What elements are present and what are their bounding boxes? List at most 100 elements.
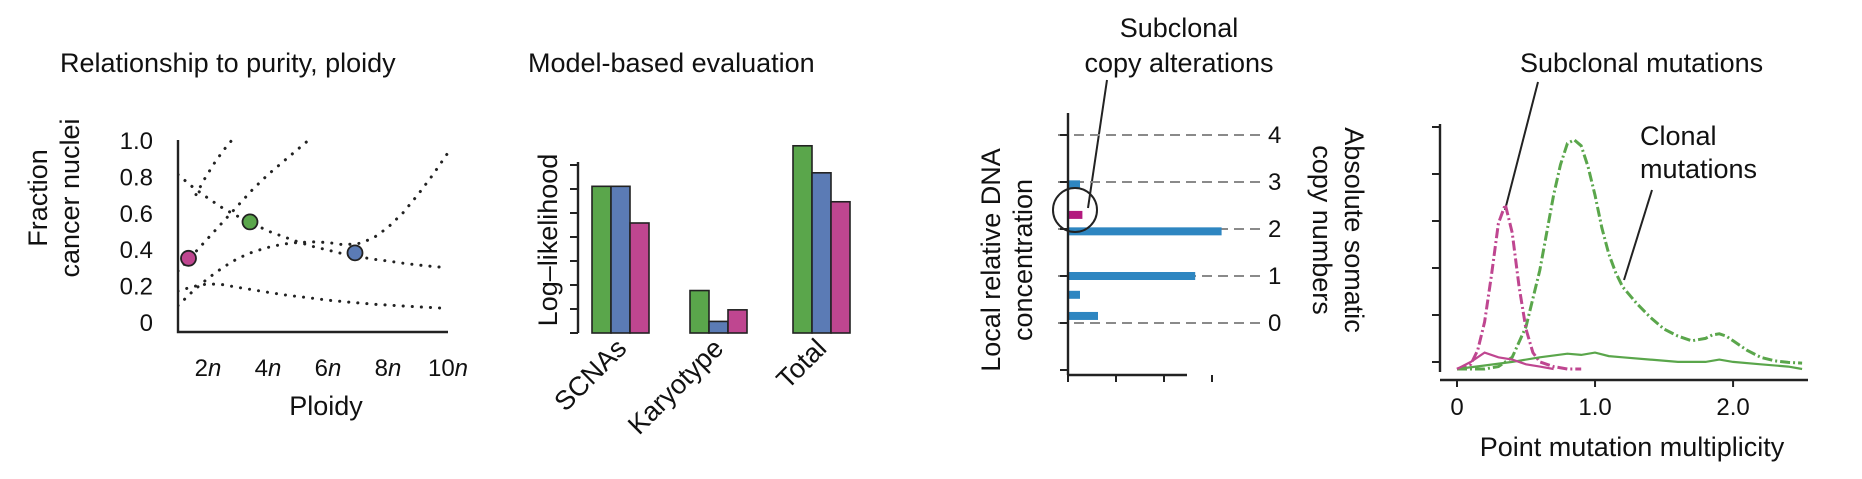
panel2-ylabel: Log–likelihood: [533, 154, 563, 327]
panel3-ylabel-line1: Local relative DNA: [976, 148, 1006, 372]
panel4-leader-subclonal: [1504, 81, 1539, 211]
dna-bar-1: [1068, 290, 1080, 299]
panel1-ytick-label: 1.0: [120, 128, 153, 155]
panel1-xtick-number: 4: [255, 355, 268, 382]
panel3-annotation-leader: [1087, 79, 1108, 209]
copy-level-label-1: 1: [1268, 263, 1281, 290]
panel3-ylabel-line2: concentration: [1008, 179, 1038, 341]
panel1-xtick-label: 8n: [375, 355, 402, 382]
category-label-karyotype: Karyotype: [622, 333, 729, 440]
bar-scnas-green: [591, 185, 612, 334]
bar-total-green: [792, 144, 813, 334]
panel1-ytick-label: 0.8: [120, 164, 153, 191]
panel3-axes: [1066, 113, 1187, 377]
panel1-ylabel-line2: cancer nuclei: [55, 118, 85, 277]
panel1-ytick-label: 0: [140, 310, 153, 337]
panel4-axes: [1438, 124, 1808, 382]
panel4-xtick-label: 0: [1450, 394, 1463, 421]
panel1-xtick-number: 6: [315, 355, 328, 382]
bar-scnas-magenta: [629, 222, 650, 334]
panel3-annotation-line2: copy alterations: [1084, 48, 1273, 78]
panel1-curves: [178, 138, 450, 310]
bar-karyotype-magenta: [727, 309, 748, 334]
panel3-annotation-line1: Subclonal: [1120, 13, 1239, 43]
panel1-xtick-number: 2: [195, 355, 208, 382]
panel2-yticks: [570, 164, 578, 334]
panel3-ylabel: Local relative DNA concentration: [976, 148, 1038, 372]
purity-curve-0: [178, 282, 450, 310]
panel3-right-label-line1: Absolute somatic: [1339, 127, 1369, 333]
multiplicity-line-magenta-solid: [1456, 351, 1554, 371]
bar-scnas-blue: [610, 185, 631, 334]
panel4-annotation-clonal-line1: Clonal: [1640, 121, 1717, 151]
dna-bar-2: [1068, 272, 1196, 280]
panel1-ylabel: Fraction cancer nuclei: [23, 118, 85, 277]
panel1-xtick-label: 6n: [315, 355, 342, 382]
dna-bar-4: [1068, 210, 1083, 219]
purity-point-blue: [346, 244, 364, 262]
purity-curve-4: [194, 138, 234, 197]
copy-level-label-3: 3: [1268, 169, 1281, 196]
panel1-ytick-label: 0.6: [120, 201, 153, 228]
panel-copy-number: Subclonal copy alterations Local relativ…: [976, 13, 1369, 382]
purity-curve-3: [178, 138, 314, 273]
multiplicity-line-green-solid: [1456, 351, 1803, 371]
dna-bar-5: [1068, 180, 1080, 189]
panel4-annotation-subclonal: Subclonal mutations: [1520, 48, 1763, 78]
dna-bar-3: [1068, 227, 1222, 236]
panel1-xtick-symbol: n: [208, 355, 221, 382]
bar-total-blue: [811, 172, 832, 334]
panel4-leader-clonal: [1623, 189, 1653, 281]
panel1-xticks: 2n 4n 6n 8n 10n: [195, 355, 468, 382]
panel1-title: Relationship to purity, ploidy: [60, 48, 396, 78]
multiplicity-line-green-dashdot: [1457, 138, 1803, 371]
panel1-xtick-label: 10n: [428, 355, 468, 382]
panel3-copy-level-labels: 0 1 2 3 4: [1268, 122, 1281, 337]
panel1-ytick-label: 0.2: [120, 274, 153, 301]
panel1-ylabel-line1: Fraction: [23, 149, 53, 247]
panel1-points: [180, 213, 364, 267]
panel3-bars: [1068, 180, 1222, 320]
panel1-xtick-symbol: n: [388, 355, 401, 382]
panel4-xtick-label: 2.0: [1716, 394, 1749, 421]
panel4-xtick-label: 1.0: [1578, 394, 1611, 421]
panel1-ytick-label: 0.4: [120, 237, 153, 264]
panel4-xlabel: Point mutation multiplicity: [1480, 432, 1785, 462]
copy-level-label-4: 4: [1268, 122, 1281, 149]
multiplicity-line-magenta-dashdot: [1456, 199, 1582, 371]
copy-level-label-0: 0: [1268, 310, 1281, 337]
panel3-right-label: Absolute somatic copy numbers: [1307, 127, 1369, 333]
panel1-xtick-label: 4n: [255, 355, 282, 382]
panel-purity-ploidy: Relationship to purity, ploidy Fraction …: [23, 48, 468, 421]
purity-curve-2: [178, 151, 450, 308]
panel2-bars: [591, 144, 851, 334]
purity-point-magenta: [180, 249, 197, 267]
bar-karyotype-green: [689, 289, 710, 334]
panel1-yticks: 0 0.2 0.4 0.6 0.8 1.0: [120, 128, 153, 337]
category-label-scnas: SCNAs: [548, 333, 632, 417]
bar-karyotype-blue: [708, 320, 729, 334]
panel1-xtick-symbol: n: [268, 355, 281, 382]
panel4-lines: [1456, 138, 1803, 371]
panel1-xtick-number: 10: [428, 355, 455, 382]
panel-mutation-multiplicity: Subclonal mutations Clonal mutations 0 1.…: [1432, 48, 1808, 462]
panel2-title: Model-based evaluation: [528, 48, 815, 78]
panel1-xtick-label: 2n: [195, 355, 222, 382]
panel4-ticks: 0 1.0 2.0: [1432, 126, 1750, 421]
panel1-axes: [176, 140, 448, 334]
copy-level-label-2: 2: [1268, 216, 1281, 243]
panel3-highlight-circle: [1052, 187, 1098, 233]
panel1-xtick-symbol: n: [455, 355, 468, 382]
panel3-ticks: [1060, 134, 1213, 382]
purity-point-green: [241, 213, 259, 231]
category-label-total: Total: [771, 333, 833, 395]
panel3-annotation: Subclonal copy alterations: [1084, 13, 1273, 78]
panel1-xtick-number: 8: [375, 355, 388, 382]
bar-total-magenta: [830, 200, 851, 334]
dna-bar-0: [1068, 311, 1098, 320]
purity-curve-1: [178, 173, 450, 270]
panel3-right-label-line2: copy numbers: [1307, 145, 1337, 315]
panel1-xtick-symbol: n: [328, 355, 341, 382]
